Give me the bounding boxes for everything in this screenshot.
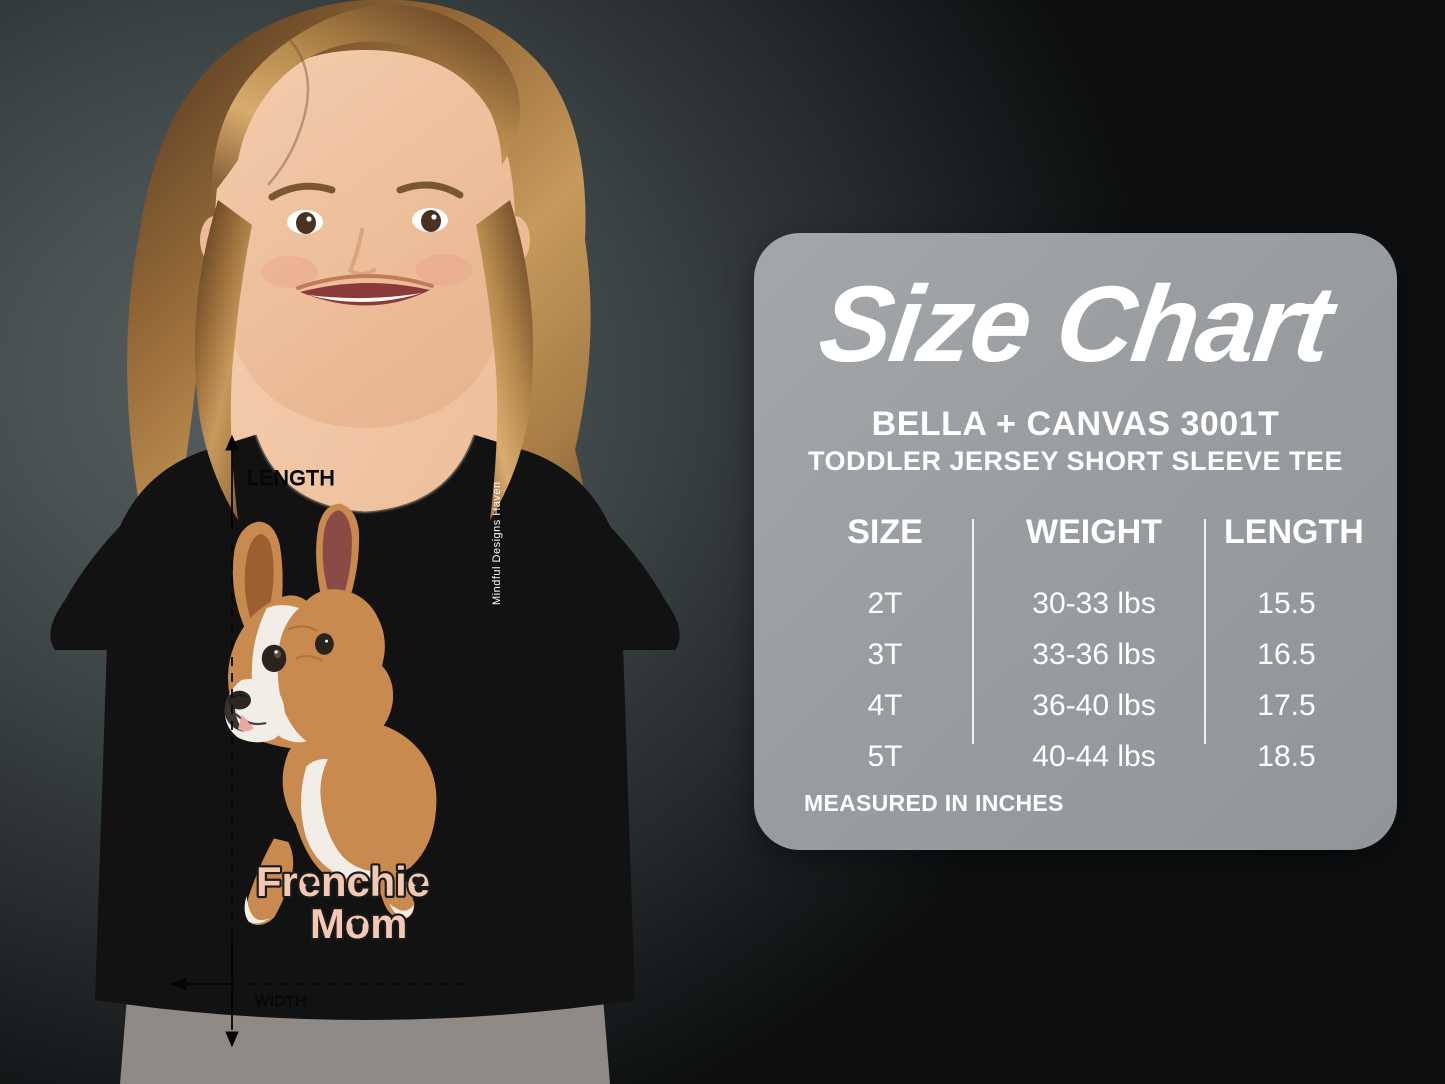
svg-text:Frenchie: Frenchie [256,858,430,905]
svg-text:LENGTH: LENGTH [247,467,335,490]
svg-text:WIDTH: WIDTH [255,993,307,1010]
svg-text:Mindful Designs Haven: Mindful Designs Haven [491,481,503,605]
